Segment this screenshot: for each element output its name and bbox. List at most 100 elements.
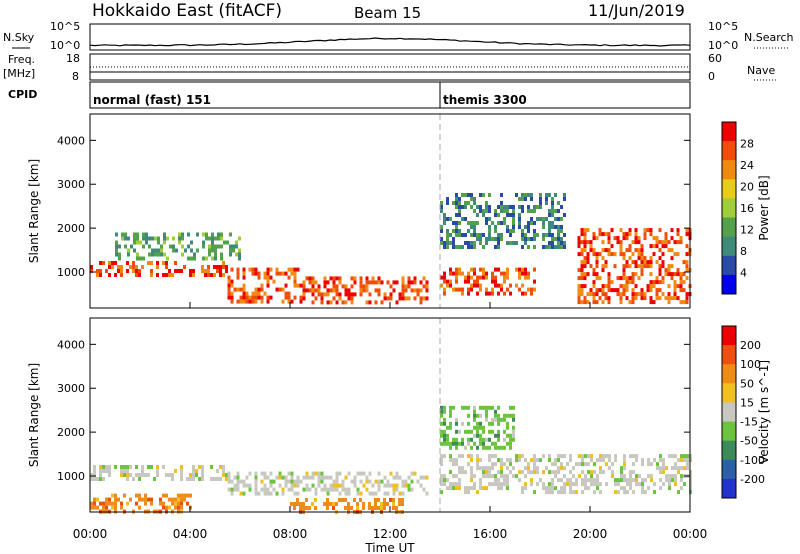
velocity-echo-cell [497, 478, 500, 483]
velocity-echo-cell [485, 409, 488, 414]
velocity-echo-cell [174, 497, 177, 502]
power-echo-cell [536, 233, 539, 237]
power-echo-cell [229, 252, 232, 257]
power-echo-cell [455, 201, 458, 205]
velocity-echo-cell [674, 478, 677, 483]
power-echo-cell [646, 228, 650, 233]
power-echo-cell [464, 279, 467, 284]
power-echo-cell [461, 245, 464, 249]
velocity-echo-cell [467, 429, 470, 434]
velocity-echo-cell [530, 470, 533, 475]
power-echo-cell [338, 292, 342, 297]
power-echo-cell [145, 236, 148, 241]
velocity-echo-cell [524, 458, 527, 463]
power-echo-cell [476, 233, 479, 237]
power-echo-cell [488, 237, 491, 241]
velocity-echo-cell [254, 479, 258, 484]
velocity-echo-cell [617, 482, 620, 487]
power-echo-cell [548, 241, 551, 245]
power-echo-cell [491, 275, 494, 280]
power-echo-cell [166, 256, 169, 261]
velocity-echo-cell [347, 502, 350, 506]
power-echo-cell [242, 283, 246, 288]
power-echo-cell [604, 292, 608, 297]
velocity-echo-cell [461, 441, 464, 446]
velocity-echo-cell [488, 466, 491, 471]
power-echo-cell [512, 221, 515, 225]
velocity-echo-cell [560, 478, 563, 483]
velocity-echo-cell [668, 474, 671, 479]
power-echo-cell [515, 241, 518, 245]
velocity-echo-cell [584, 462, 587, 467]
power-echo-cell [506, 275, 509, 280]
velocity-echo-cell [563, 466, 566, 471]
power-echo-cell [281, 287, 285, 292]
power-echo-cell [595, 292, 599, 297]
velocity-echo-cell [183, 493, 186, 498]
velocity-echo-cell [542, 454, 545, 459]
power-echo-region [577, 228, 692, 305]
power-echo-cell [491, 287, 494, 292]
power-echo-cell [530, 197, 533, 201]
power-echo-cell [287, 267, 291, 272]
velocity-echo-cell [126, 473, 129, 477]
velocity-echo-cell [293, 506, 296, 510]
power-echo-cell [227, 295, 231, 300]
power-echo-cell [637, 276, 641, 281]
velocity-echo-cell [93, 465, 96, 469]
velocity-echo-cell [557, 490, 560, 495]
power-echo-cell [401, 288, 405, 293]
velocity-echo-cell [317, 483, 321, 488]
velocity-echo-cell [389, 483, 393, 488]
power-echo-cell [557, 237, 560, 241]
power-echo-cell [649, 300, 653, 305]
power-echo-cell [111, 261, 114, 265]
power-echo-cell [628, 256, 632, 261]
velocity-echo-cell [192, 465, 195, 469]
power-echo-cell [425, 288, 429, 293]
x-tick-label: 00:00 [673, 527, 708, 541]
power-echo-cell [551, 213, 554, 217]
velocity-echo-cell [177, 493, 180, 498]
velocity-echo-cell [383, 483, 387, 488]
power-echo-cell [166, 236, 169, 241]
velocity-echo-cell [461, 405, 464, 410]
velocity-echo-cell [470, 474, 473, 479]
power-echo-cell [156, 261, 159, 265]
power-echo-cell [476, 237, 479, 241]
power-echo-cell [512, 241, 515, 245]
power-echo-cell [640, 268, 644, 273]
velocity-echo-cell [587, 486, 590, 491]
velocity-echo-cell [686, 454, 689, 459]
velocity-echo-cell [440, 441, 443, 446]
power-echo-cell [395, 300, 399, 305]
power-echo-cell [211, 240, 214, 245]
power-echo-cell [652, 280, 656, 285]
power-echo-cell [133, 236, 136, 241]
velocity-echo-cell [102, 469, 105, 473]
power-echo-cell [625, 260, 629, 265]
velocity-echo-cell [590, 482, 593, 487]
power-echo-cell [589, 248, 593, 253]
power-echo-cell [455, 193, 458, 197]
velocity-echo-cell [245, 475, 249, 480]
power-echo-cell [425, 296, 429, 301]
power-echo-cell [607, 280, 611, 285]
velocity-echo-cell [584, 474, 587, 479]
velocity-echo-cell [314, 487, 318, 492]
power-echo-cell [239, 287, 243, 292]
velocity-echo-cell [524, 474, 527, 479]
velocity-echo-cell [503, 429, 506, 434]
velocity-echo-cell [144, 473, 147, 477]
velocity-echo-cell [629, 470, 632, 475]
power-echo-cell [482, 213, 485, 217]
velocity-echo-cell [368, 506, 371, 510]
power-echo-cell [640, 272, 644, 277]
power-echo-cell [652, 244, 656, 249]
power-echo-cell [482, 209, 485, 213]
velocity-echo-cell [569, 458, 572, 463]
velocity-echo-cell [105, 501, 108, 506]
power-echo-cell [242, 271, 246, 276]
velocity-echo-cell [446, 437, 449, 442]
power-echo-cell [172, 244, 175, 249]
